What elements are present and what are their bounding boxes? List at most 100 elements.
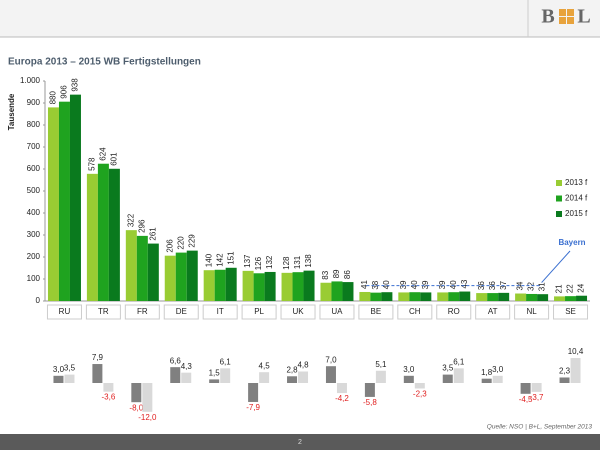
value-label: -3,7 xyxy=(530,393,544,402)
bar xyxy=(203,270,215,301)
bar xyxy=(370,292,382,301)
category-box xyxy=(553,304,589,320)
logo-square xyxy=(559,9,566,16)
value-label: 261 xyxy=(148,227,157,241)
value-label: 137 xyxy=(243,254,252,268)
bar xyxy=(298,371,309,383)
value-label: 40 xyxy=(449,280,458,289)
y-tick-label: 100 xyxy=(27,274,41,283)
value-label: 142 xyxy=(215,253,224,267)
value-label: 86 xyxy=(343,270,352,279)
bar xyxy=(186,250,198,301)
x-tick-label: AT xyxy=(488,307,498,316)
bar xyxy=(459,291,471,301)
bar xyxy=(97,163,109,301)
value-label: 7,0 xyxy=(325,355,337,364)
bar xyxy=(248,383,259,402)
bar xyxy=(537,294,549,301)
bar xyxy=(515,293,527,301)
bar xyxy=(131,383,142,403)
bar xyxy=(209,379,220,383)
category-box xyxy=(241,304,277,320)
category-box xyxy=(202,304,238,320)
value-label: -12,0 xyxy=(138,413,157,422)
bar xyxy=(69,94,81,301)
value-label: 22 xyxy=(566,284,575,293)
category-box xyxy=(280,304,316,320)
logo-square xyxy=(567,17,574,24)
category-box xyxy=(436,304,472,320)
value-label: 3,5 xyxy=(442,364,454,373)
bar xyxy=(565,296,577,301)
value-label: 89 xyxy=(332,269,341,278)
value-label: 131 xyxy=(293,255,302,269)
value-label: 1,8 xyxy=(481,368,493,377)
header-band xyxy=(0,0,600,37)
category-box xyxy=(319,304,355,320)
y-tick-label: 1.000 xyxy=(20,76,41,85)
value-label: 40 xyxy=(382,280,391,289)
y-tick-label: 0 xyxy=(36,296,41,305)
bar xyxy=(364,383,375,397)
y-tick-label: 700 xyxy=(27,142,41,151)
bar xyxy=(570,358,581,383)
value-label: 138 xyxy=(304,254,313,268)
bar xyxy=(409,292,421,301)
value-label: 3,5 xyxy=(64,364,76,373)
logo-square xyxy=(567,9,574,16)
value-label: 126 xyxy=(254,256,263,270)
value-label: -5,8 xyxy=(363,398,377,407)
value-label: 39 xyxy=(399,280,408,289)
source: Quelle: NSO | B+L, September 2013 xyxy=(487,424,593,431)
bar xyxy=(325,366,336,383)
bar xyxy=(520,383,531,394)
x-tick-label: PL xyxy=(254,307,264,316)
value-label: 43 xyxy=(460,279,469,288)
value-label: 1,5 xyxy=(209,369,221,378)
category-box xyxy=(46,304,82,320)
value-label: 3,0 xyxy=(403,365,415,374)
bar xyxy=(142,383,153,412)
value-label: 10,4 xyxy=(568,347,584,356)
value-label: 206 xyxy=(165,239,174,253)
bar xyxy=(53,375,64,383)
legend-label: 2015 f xyxy=(565,209,588,218)
bar xyxy=(164,255,176,301)
bar xyxy=(442,374,453,383)
value-label: -2,3 xyxy=(413,390,427,399)
bar xyxy=(414,383,425,389)
bar xyxy=(437,292,449,301)
value-label: -4,5 xyxy=(519,395,533,404)
bar xyxy=(398,292,410,301)
value-label: 578 xyxy=(88,157,97,171)
value-label: 3,0 xyxy=(53,365,65,374)
bar xyxy=(125,230,137,301)
value-label: 39 xyxy=(438,280,447,289)
x-tick-label: SE xyxy=(565,307,576,316)
legend-swatch xyxy=(556,211,562,217)
value-label: 39 xyxy=(421,280,430,289)
bar xyxy=(92,364,103,383)
value-label: -8,0 xyxy=(129,403,143,412)
logo-letter: B xyxy=(541,6,554,28)
value-label: 128 xyxy=(282,256,291,270)
bar xyxy=(242,270,254,301)
category-box xyxy=(514,304,550,320)
value-label: 34 xyxy=(516,281,525,290)
page-number: 2 xyxy=(298,439,302,446)
chart-title: Europa 2013 – 2015 WB Fertigstellungen xyxy=(8,57,201,68)
value-label: 2,8 xyxy=(286,365,298,374)
x-tick-label: CH xyxy=(409,307,421,316)
bar xyxy=(292,272,304,301)
x-tick-label: NL xyxy=(526,307,537,316)
legend-label: 2014 f xyxy=(565,194,588,203)
y-tick-label: 900 xyxy=(27,98,41,107)
value-label: 296 xyxy=(137,219,146,233)
value-label: 4,3 xyxy=(181,362,193,371)
bar xyxy=(342,282,354,301)
bar xyxy=(259,372,270,383)
value-label: 6,6 xyxy=(170,356,182,365)
bar xyxy=(492,375,503,383)
bar xyxy=(381,292,393,301)
bar xyxy=(220,368,231,383)
